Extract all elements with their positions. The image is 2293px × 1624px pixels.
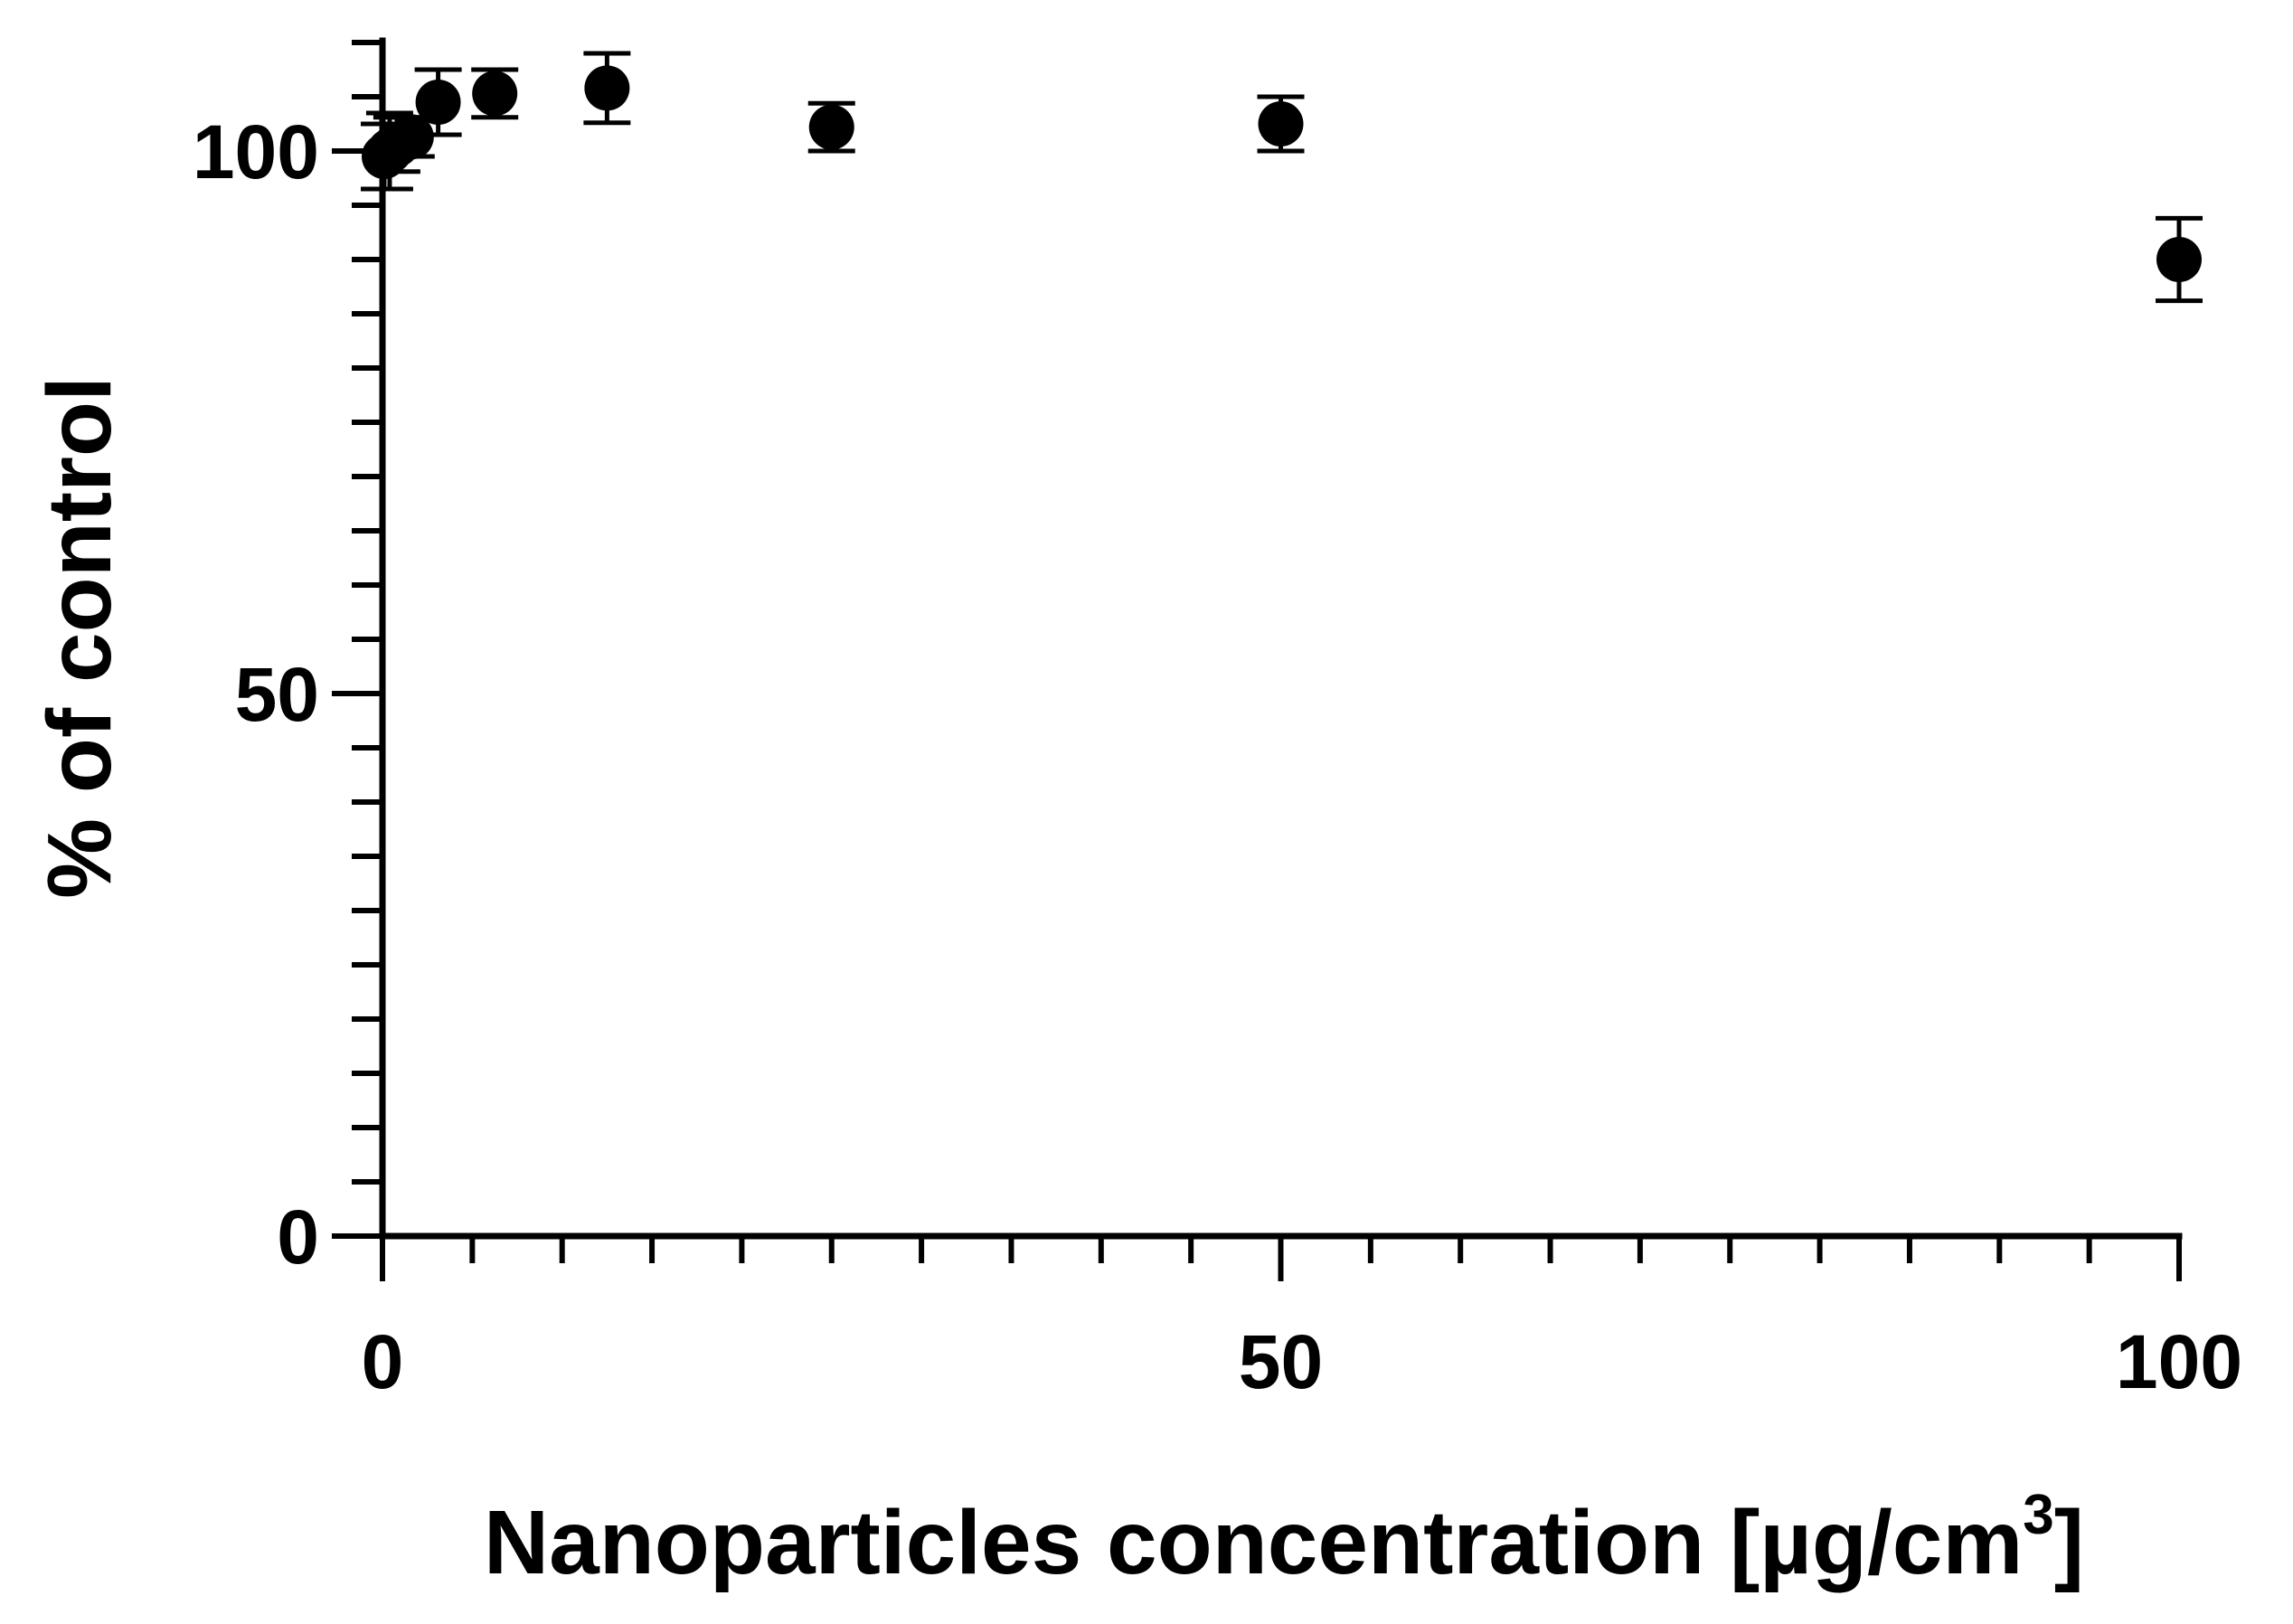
axes [379, 37, 2183, 1240]
data-marker [388, 114, 434, 160]
data-point [583, 51, 631, 126]
x-axis-title-main: Nanoparticles concentration [µg/cm [484, 1492, 2023, 1593]
data-marker [1258, 101, 1304, 146]
y-axis-title: % of control [29, 376, 130, 899]
data-marker [808, 104, 854, 150]
x-tick-label: 50 [1239, 1319, 1323, 1404]
x-tick-label: 0 [362, 1319, 404, 1404]
data-points [360, 51, 2203, 304]
x-axis-title-superscript: 3 [2023, 1484, 2053, 1546]
y-tick-label: 0 [277, 1194, 319, 1279]
y-tick-label: 50 [235, 652, 319, 737]
data-marker [2156, 237, 2202, 282]
x-tick-label: 100 [2116, 1319, 2242, 1404]
data-point [471, 67, 519, 120]
data-marker [415, 80, 461, 125]
ticks [332, 40, 2182, 1281]
tick-labels: 0 50 100 0 50 100 [193, 109, 2242, 1404]
data-point [1257, 94, 1305, 154]
data-marker [472, 71, 518, 117]
data-point [414, 67, 462, 137]
data-point [2156, 215, 2203, 304]
data-marker [584, 65, 630, 111]
y-tick-label: 100 [193, 109, 319, 194]
x-axis-title-suffix: ] [2054, 1492, 2084, 1593]
x-axis-title: Nanoparticles concentration [µg/cm3] [484, 1484, 2084, 1593]
data-point [807, 100, 855, 154]
